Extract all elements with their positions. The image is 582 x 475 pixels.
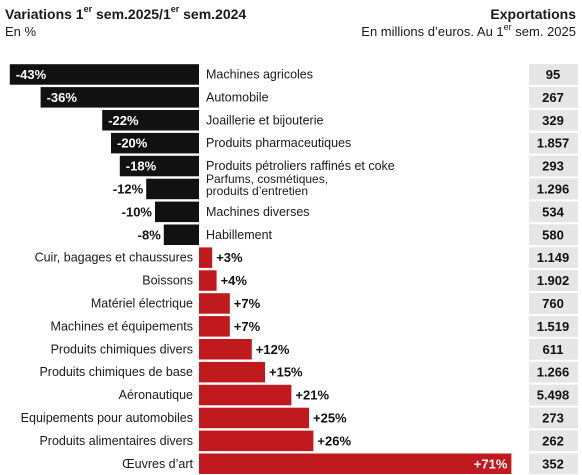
export-value: 262 xyxy=(542,433,564,448)
bar xyxy=(199,247,213,268)
export-value-box xyxy=(529,247,578,269)
bar-value-label: -22% xyxy=(108,113,139,128)
bar xyxy=(199,384,292,406)
export-value-box xyxy=(529,361,578,383)
bar-value-label: -10% xyxy=(122,204,153,219)
chart-title: Variations 1er sem.2025/1er sem.2024 xyxy=(5,4,247,22)
category-label: Joaillerie et bijouterie xyxy=(206,113,323,127)
category-label: Produits alimentaires divers xyxy=(39,434,193,448)
category-label: Matériel électrique xyxy=(91,296,193,310)
export-value: 5.498 xyxy=(537,388,570,403)
bar-value-label: -36% xyxy=(47,90,78,105)
bar xyxy=(199,453,512,474)
export-value-box xyxy=(529,201,578,223)
export-value-box xyxy=(529,109,578,131)
category-label: Machines diverses xyxy=(206,205,310,219)
export-value: 580 xyxy=(542,227,564,242)
export-value-box xyxy=(529,315,578,337)
exports-column-title: Exportations xyxy=(490,6,576,22)
export-value-box xyxy=(529,453,578,475)
bar-value-label: +7% xyxy=(234,319,261,334)
bar-value-label: -20% xyxy=(117,136,148,151)
export-value: 95 xyxy=(546,67,560,82)
export-value: 1.902 xyxy=(537,273,570,288)
export-value: 329 xyxy=(542,113,564,128)
category-label: Produits pharmaceutiques xyxy=(206,136,351,150)
export-value-box xyxy=(529,155,578,177)
bar-value-label: -43% xyxy=(16,67,47,82)
category-label: Aéronautique xyxy=(119,388,193,402)
export-value-box xyxy=(529,86,578,108)
category-label: Equipements pour automobiles xyxy=(21,411,193,425)
bar xyxy=(155,201,199,223)
exports-column-subtitle: En millions d’euros. Au 1er sem. 2025 xyxy=(361,21,576,39)
bar xyxy=(119,155,199,177)
export-value-box xyxy=(529,132,578,154)
bar-value-label: -18% xyxy=(126,159,157,174)
chart-unit-label: En % xyxy=(5,24,37,39)
bar xyxy=(199,361,265,383)
category-label: Machines et équipements xyxy=(51,319,193,333)
bar-value-label: +12% xyxy=(256,342,290,357)
category-label: Produits pétroliers raffinés et coke xyxy=(206,159,395,173)
export-value-box xyxy=(529,430,578,452)
export-value: 611 xyxy=(543,342,564,357)
export-value: 352 xyxy=(542,456,564,471)
export-value-box xyxy=(529,407,578,429)
bar xyxy=(146,178,199,200)
export-value: 293 xyxy=(542,159,564,174)
export-value-box xyxy=(529,178,578,200)
export-value: 1.266 xyxy=(537,365,570,380)
category-label: Parfums, cosmétiques, produits d’entretie… xyxy=(206,172,328,198)
export-value: 1.857 xyxy=(537,136,570,151)
bar-value-label: +71% xyxy=(474,456,508,471)
export-value-box xyxy=(529,338,578,360)
export-value-box xyxy=(529,64,578,85)
category-label: Cuir, bagages et chaussures xyxy=(35,251,193,265)
bar-value-label: +15% xyxy=(269,365,303,380)
bar-value-label: -12% xyxy=(113,181,144,196)
bar xyxy=(199,316,230,337)
bar xyxy=(102,110,199,131)
export-value: 1.296 xyxy=(537,181,570,196)
export-value: 273 xyxy=(542,410,564,425)
category-label: Boissons xyxy=(142,274,193,288)
category-label: Produits chimiques de base xyxy=(39,365,193,379)
bar-value-label: +3% xyxy=(216,250,243,265)
export-value: 1.149 xyxy=(537,250,570,265)
export-value-box xyxy=(529,270,578,291)
category-label: Produits chimiques divers xyxy=(51,342,193,356)
bar xyxy=(199,293,230,314)
bar xyxy=(9,64,199,85)
bar-value-label: +26% xyxy=(317,433,351,448)
export-value-box xyxy=(529,384,578,406)
category-label-line: Parfums, cosmétiques, xyxy=(206,172,328,186)
bar-value-label: +4% xyxy=(221,273,248,288)
bar xyxy=(199,407,309,429)
export-value-box xyxy=(529,224,578,246)
bar-value-label: +25% xyxy=(313,410,347,425)
category-label: Automobile xyxy=(206,90,269,104)
category-label: Machines agricoles xyxy=(206,67,313,81)
export-value: 267 xyxy=(542,90,564,105)
bar xyxy=(199,339,252,360)
export-value: 534 xyxy=(542,204,564,219)
bar xyxy=(199,270,217,291)
export-value: 760 xyxy=(542,296,564,311)
category-label-line: produits d’entretien xyxy=(206,184,308,198)
bar-value-label: -8% xyxy=(138,227,162,242)
bar-value-label: +7% xyxy=(234,296,261,311)
export-value: 1.519 xyxy=(537,319,570,334)
bar xyxy=(163,224,199,245)
bar xyxy=(111,132,199,154)
bar-value-label: +21% xyxy=(295,388,329,403)
bar xyxy=(40,87,199,108)
category-label: Œuvres d’art xyxy=(122,457,193,471)
bar xyxy=(199,430,314,452)
category-label: Habillement xyxy=(206,228,273,242)
export-value-box xyxy=(529,293,578,314)
